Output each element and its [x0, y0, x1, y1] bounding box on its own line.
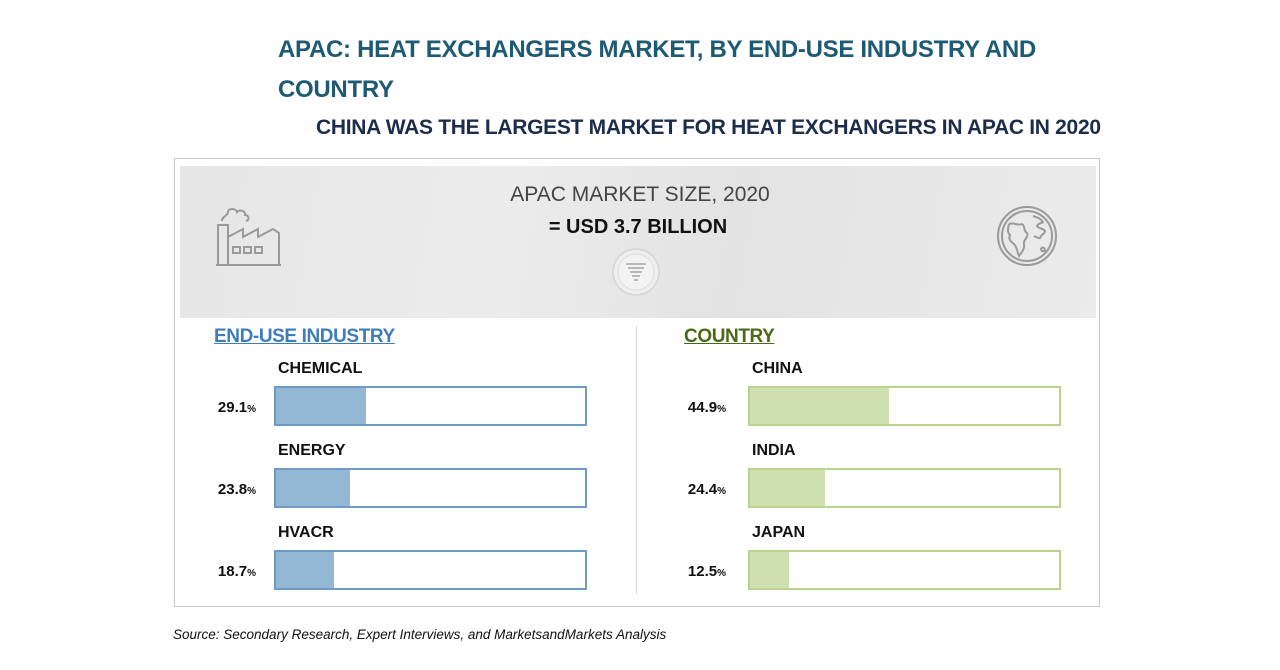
country-label-japan: JAPAN: [752, 524, 806, 541]
industry-value-energy: 23.8%: [217, 481, 256, 498]
country-value-japan: 12.5%: [687, 563, 726, 580]
page-subtitle: CHINA WAS THE LARGEST MARKET FOR HEAT EX…: [316, 116, 1101, 139]
country-label-india: INDIA: [752, 442, 796, 459]
industry-label-hvacr: HVACR: [278, 524, 334, 541]
market-size-label: APAC MARKET SIZE, 2020: [510, 183, 770, 206]
industry-bar-energy: [276, 470, 350, 506]
country-bar-track: [748, 468, 1061, 508]
industry-value-hvacr: 18.7%: [217, 563, 256, 580]
industry-bar-track: [274, 468, 587, 508]
country-heading: COUNTRY: [684, 326, 775, 347]
country-bar-india: [750, 470, 826, 506]
country-bar-track: [748, 386, 1061, 426]
country-label-china: CHINA: [752, 360, 803, 377]
globe-icon: [997, 206, 1057, 266]
end-use-industry-heading: END-USE INDUSTRY: [214, 326, 395, 347]
industry-label-chemical: CHEMICAL: [278, 360, 363, 377]
country-bar-japan: [750, 552, 789, 588]
industry-value-chemical: 29.1%: [217, 399, 256, 416]
industry-label-energy: ENERGY: [278, 442, 346, 459]
industry-bar-chemical: [276, 388, 366, 424]
country-bar-track: [748, 550, 1061, 590]
industry-bar-hvacr: [276, 552, 334, 588]
section-divider: [636, 326, 637, 594]
funnel-icon: [612, 248, 660, 296]
country-value-china: 44.9%: [687, 399, 726, 416]
page-title: APAC: HEAT EXCHANGERS MARKET, BY END-USE…: [278, 36, 1036, 103]
factory-icon: [216, 208, 281, 266]
country-bar-china: [750, 388, 889, 424]
market-size-value: = USD 3.7 BILLION: [548, 216, 728, 238]
industry-bar-track: [274, 550, 587, 590]
source-note: Source: Secondary Research, Expert Inter…: [173, 627, 667, 642]
industry-bar-track: [274, 386, 587, 426]
country-value-india: 24.4%: [687, 481, 726, 498]
